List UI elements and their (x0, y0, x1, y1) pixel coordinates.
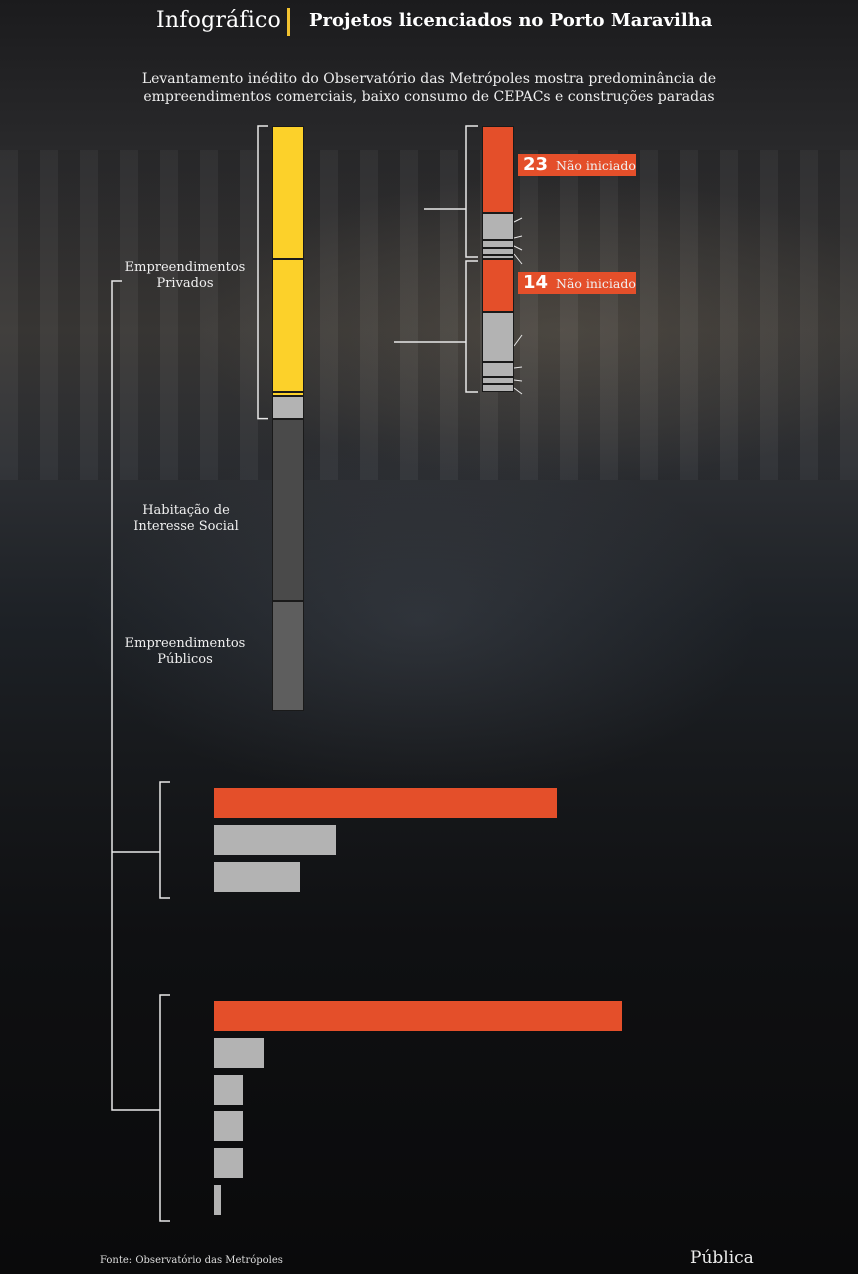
group-label-line: Habitação de (142, 502, 230, 518)
hbar (214, 862, 300, 892)
group-label-line: Privados (156, 275, 214, 291)
group-label-line: Empreendimentos (124, 259, 246, 275)
page-title: Projetos licenciados no Porto Maravilha (309, 10, 713, 31)
source-note: Fonte: Observatório das Metrópoles (100, 1255, 283, 1266)
group-label-line: Interesse Social (133, 518, 239, 534)
hbar (214, 788, 558, 818)
subtitle-line-1: Levantamento inédito do Observatório das… (141, 71, 717, 87)
detail-label: Não iniciado (556, 158, 636, 174)
hbar (214, 1074, 243, 1105)
main-bar-segment (272, 392, 304, 396)
hbar-bracket (159, 994, 170, 1222)
detail-value: 23 (523, 154, 549, 176)
not-started-badge: 23 Não iniciado (518, 154, 636, 177)
subtitle-line-2: empreendimentos comerciais, baixo consum… (143, 89, 715, 105)
main-bar-segment (272, 259, 304, 392)
detail-bar-segment (482, 361, 514, 377)
publisher-logo: Pública (690, 1248, 754, 1268)
private-bracket (257, 125, 268, 420)
group-label-public: Empreendimentos Públicos (120, 636, 250, 668)
subtitle: Levantamento inédito do Observatório das… (0, 70, 858, 106)
detail-tick (513, 253, 523, 265)
group-label-social: Habitação de Interesse Social (120, 503, 252, 535)
detail-bar-segment (482, 255, 514, 259)
detail-tick (513, 245, 523, 251)
title-divider (287, 8, 290, 36)
city-skyline (0, 150, 858, 480)
hbar-bracket (159, 781, 170, 899)
detail-tick (513, 235, 523, 239)
detail-tick (513, 334, 523, 347)
detail-bar-segment (482, 376, 514, 385)
hbar (214, 1111, 243, 1142)
detail-bar-segment (482, 247, 514, 256)
main-bar-segment (272, 418, 304, 601)
hbar (214, 1185, 222, 1215)
hbar (214, 1037, 265, 1068)
detail-bracket-reforma (465, 260, 478, 393)
group-label-line: Empreendimentos (124, 636, 246, 652)
group-label-line: Públicos (157, 652, 213, 668)
detail-label: Não iniciado (556, 275, 636, 291)
main-bar-segment (272, 601, 304, 712)
detail-bar-segment (482, 240, 514, 248)
hbar (214, 1001, 622, 1031)
master-bracket (111, 280, 160, 1111)
detail-tick (513, 366, 523, 369)
detail-bar-segment (482, 259, 514, 313)
hbar (214, 825, 336, 855)
detail-bar-segment (482, 312, 514, 362)
detail-bar-segment (482, 384, 514, 392)
detail-value: 14 (523, 271, 549, 293)
detail-tick (513, 217, 523, 223)
hbar (214, 1148, 243, 1179)
main-bar-segment (272, 395, 304, 419)
group-label-private: Empreendimentos Privados (120, 260, 250, 292)
detail-tick (513, 387, 523, 395)
detail-bar-segment (482, 213, 514, 240)
not-started-badge: 14 Não iniciado (518, 271, 636, 294)
detail-bar-segment (482, 126, 514, 214)
detail-bracket-construcao (465, 125, 478, 258)
kicker: Infográfico (156, 8, 281, 33)
detail-tick (513, 379, 523, 382)
main-bar-segment (272, 126, 304, 259)
